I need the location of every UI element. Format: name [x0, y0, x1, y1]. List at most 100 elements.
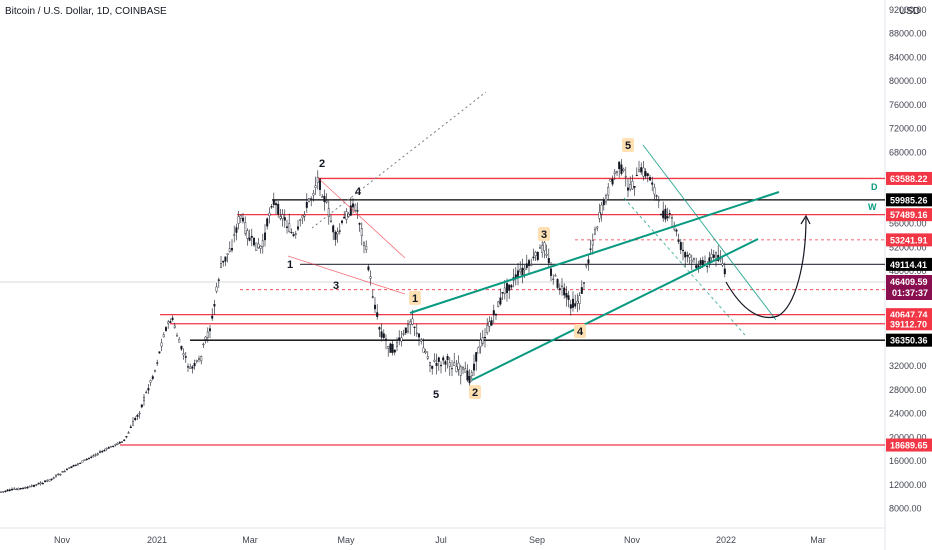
price-tags: 63588.22 59985.26 57489.16 53241.91 49114.41… [886, 171, 932, 452]
candle-body [523, 268, 526, 271]
candle-body [525, 263, 528, 268]
candle-body [712, 254, 715, 258]
candle-body [528, 260, 531, 266]
price-tag-bg [886, 193, 932, 207]
side-label-w: W [868, 202, 877, 212]
time-axis[interactable]: Nov 2021 Mar May Jul Sep Nov 2022 Mar [54, 535, 826, 545]
candle-body [440, 364, 443, 367]
candle-body [255, 242, 258, 251]
candle-body [248, 237, 251, 241]
candle-body [105, 448, 108, 450]
candle-body [484, 337, 487, 339]
candle-body [490, 320, 493, 326]
candle-body [668, 213, 671, 215]
candle-body [114, 443, 117, 446]
candle-body [378, 327, 381, 330]
candle-body [202, 343, 205, 346]
candle-body [497, 301, 500, 307]
time-tick-label: 2022 [716, 535, 736, 545]
candle-body [101, 450, 104, 453]
candle-body [363, 242, 366, 246]
candle-body [473, 363, 476, 371]
candle-body [180, 345, 183, 350]
candle-body [457, 362, 460, 370]
candle-body [259, 245, 262, 249]
candle-body [2, 491, 5, 493]
candle-body [723, 268, 726, 275]
candle-body [4, 490, 7, 492]
candle-body [213, 304, 216, 307]
wave-label-2: 2 [319, 158, 325, 170]
time-tick-label: 2021 [147, 535, 167, 545]
candle-body [281, 214, 284, 219]
candle-body [134, 418, 137, 421]
candle-body [330, 220, 333, 222]
candle-body [400, 337, 403, 342]
candle-body [695, 265, 698, 268]
candle-body [107, 447, 110, 449]
price-tick-label: 24000.00 [889, 409, 927, 419]
candle-body [371, 296, 374, 298]
candle-body [50, 478, 53, 480]
candle-body [677, 239, 680, 242]
candle-body [550, 268, 553, 276]
candle-body [336, 231, 339, 235]
candle-body [662, 210, 665, 219]
candle-body [424, 351, 427, 353]
candle-body [565, 293, 568, 298]
bar-countdown: 01:37:37 [892, 288, 928, 298]
candle-body [195, 360, 198, 362]
candle-body [308, 198, 311, 202]
candle-body [365, 245, 368, 250]
current-price-tag: 46409.59 01:37:37 [886, 275, 932, 300]
candle-body [598, 212, 601, 219]
red-trendline-upper [317, 177, 406, 259]
candle-body [8, 489, 11, 491]
candle-body [241, 217, 244, 222]
candle-body [191, 366, 194, 369]
candle-body [338, 230, 341, 232]
candle-body [76, 463, 79, 465]
candle-body [41, 483, 44, 485]
price-tag-label: 63588.22 [890, 174, 928, 184]
price-tag-label: 53241.91 [890, 235, 928, 245]
candle-body [429, 362, 432, 367]
candle-body [175, 335, 178, 337]
candle-body [206, 331, 209, 338]
candle-body [360, 228, 363, 237]
candle-body [567, 295, 570, 300]
candle-body [312, 193, 315, 196]
candle-body [541, 245, 544, 253]
candle-body [145, 391, 148, 394]
candle-body [292, 234, 295, 236]
candle-body [589, 248, 592, 250]
candle-body [173, 325, 176, 328]
candle-body [341, 220, 344, 223]
candle-body [310, 198, 313, 200]
candle-body [26, 487, 29, 489]
candle-body [466, 370, 469, 381]
candle-body [96, 453, 99, 455]
candle-body [442, 357, 445, 361]
price-tag-bg [886, 233, 932, 247]
candle-body [92, 455, 95, 457]
candle-body [411, 318, 414, 325]
wave-badge-2 [469, 385, 481, 399]
candle-body [323, 195, 326, 202]
candle-body [391, 343, 394, 353]
candle-body [633, 186, 636, 188]
currency-label[interactable]: USD [899, 6, 921, 17]
price-tag-label: 36350.36 [890, 336, 928, 346]
red-trendline-lower [287, 255, 406, 295]
candle-body [266, 218, 269, 227]
candle-body [536, 252, 539, 260]
candle-body [679, 242, 682, 250]
candle-body [385, 338, 388, 341]
candle-body [585, 264, 588, 267]
candle-body [561, 285, 564, 287]
time-tick-label: Jul [435, 535, 447, 545]
candle-body [160, 342, 163, 347]
candle-body [389, 343, 392, 353]
candle-body [204, 336, 207, 340]
